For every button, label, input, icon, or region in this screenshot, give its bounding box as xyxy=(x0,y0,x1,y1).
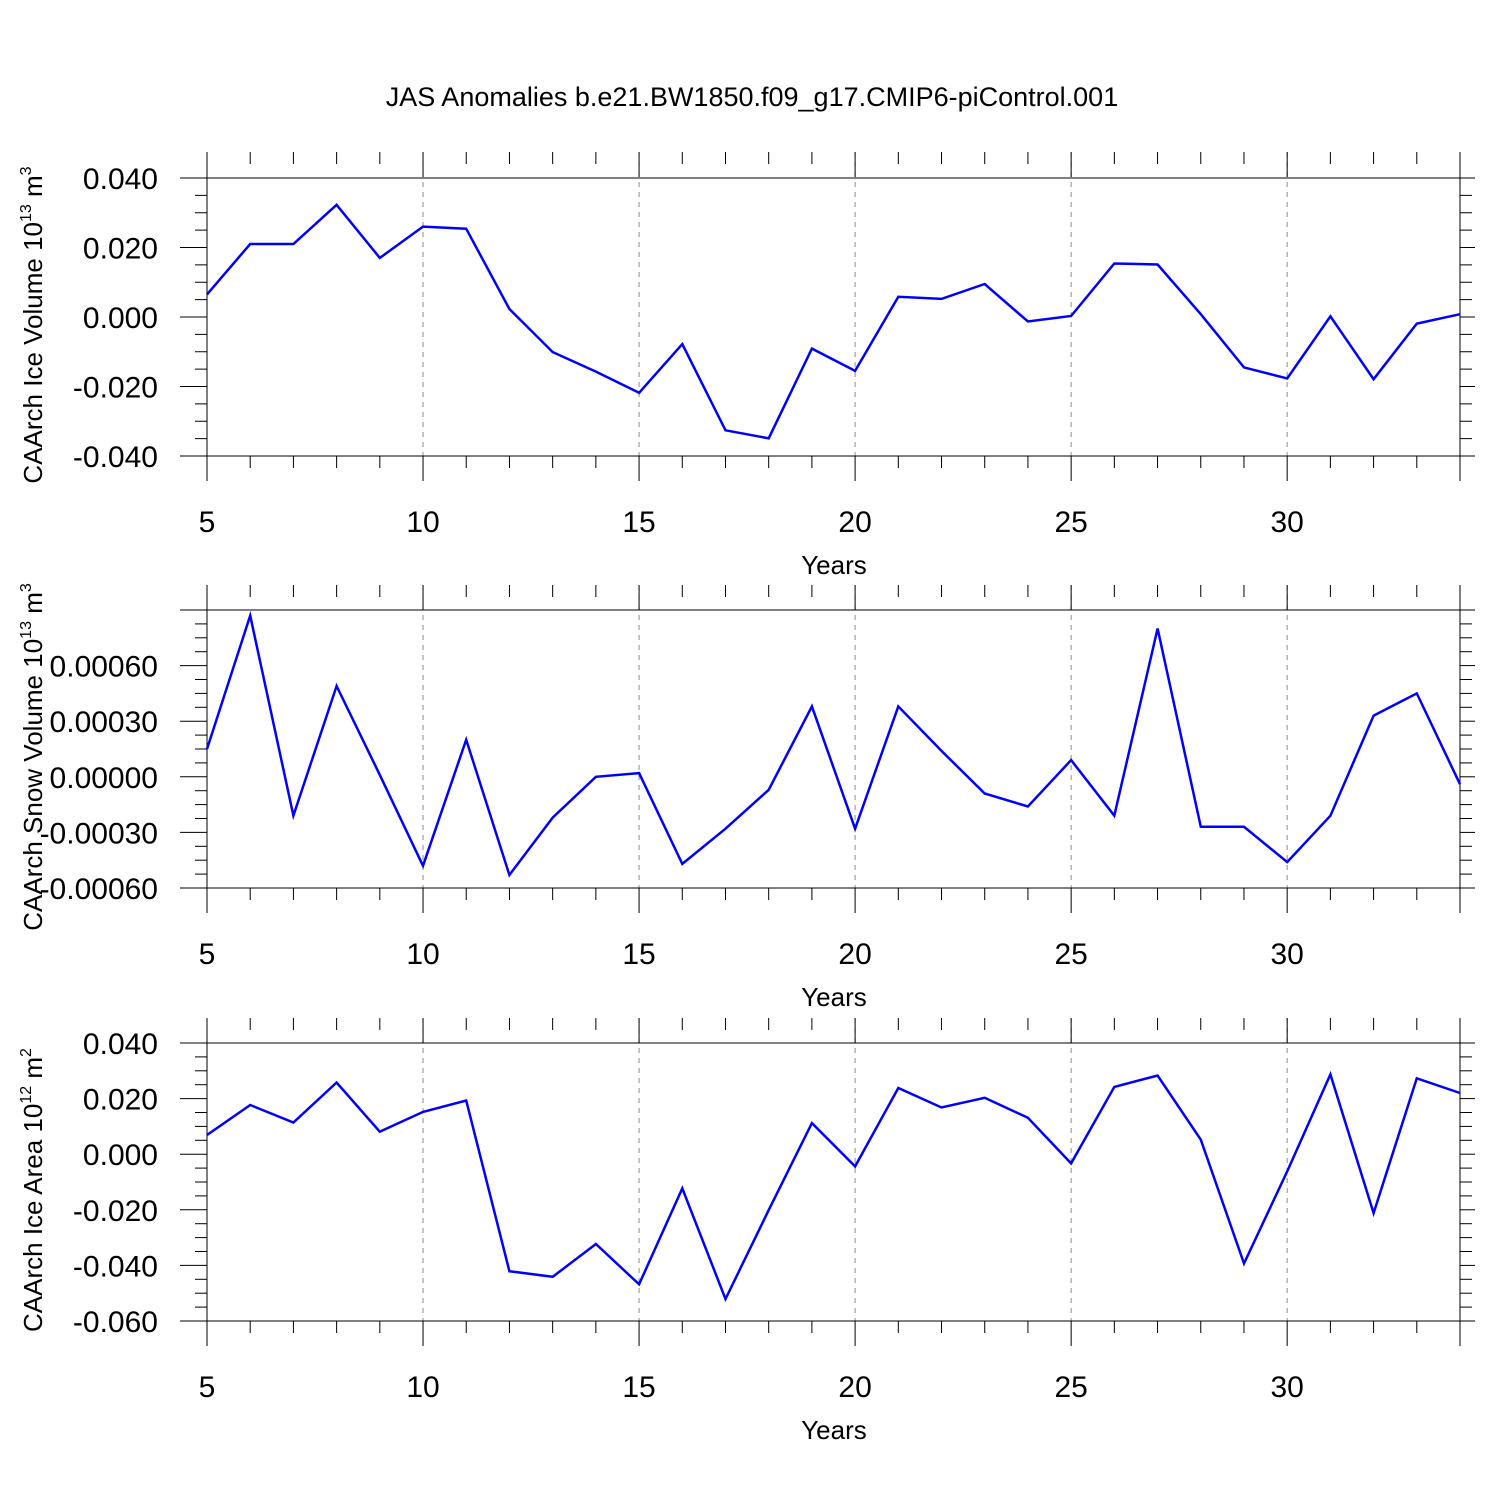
y-axis-label-exp: 13 xyxy=(18,621,35,639)
y-axis-label-unit: m xyxy=(18,592,48,621)
y-axis-label-exp: 13 xyxy=(18,204,35,222)
y-axis-label-unit-exp: 3 xyxy=(18,166,35,175)
x-tick-label: 10 xyxy=(406,1371,439,1404)
y-axis-label-unit: m xyxy=(18,175,48,204)
x-tick-label: 15 xyxy=(622,506,655,539)
y-axis-label: CAArch Ice Area 1012 m2 xyxy=(18,1048,48,1332)
y-axis-label: CAArch Snow Volume 1013 m3 xyxy=(18,583,48,931)
y-axis-label-unit-exp: 2 xyxy=(18,1048,35,1057)
y-tick-label: 0.040 xyxy=(83,163,158,196)
y-tick-label: 0.000 xyxy=(83,1139,158,1172)
y-tick-label: -0.00060 xyxy=(40,873,158,906)
y-tick-label: 0.040 xyxy=(83,1028,158,1061)
y-tick-label: 0.020 xyxy=(83,233,158,266)
y-tick-label: -0.060 xyxy=(73,1306,158,1339)
series-line xyxy=(206,1070,1461,1303)
x-tick-label: 30 xyxy=(1270,1371,1303,1404)
x-tick-label: 5 xyxy=(199,1371,216,1404)
x-tick-label: 10 xyxy=(406,938,439,971)
y-tick-label: -0.020 xyxy=(73,1195,158,1228)
x-tick-label: 30 xyxy=(1270,506,1303,539)
y-tick-label: 0.00060 xyxy=(50,651,158,684)
y-tick-label: -0.040 xyxy=(73,441,158,474)
x-tick-label: 15 xyxy=(622,938,655,971)
y-tick-label: 0.00030 xyxy=(50,706,158,739)
x-tick-label: 20 xyxy=(838,506,871,539)
y-axis-label-main: CAArch Ice Volume 10 xyxy=(18,222,48,484)
y-axis-label-main: CAArch Ice Area 10 xyxy=(18,1104,48,1332)
y-axis-label-unit: m xyxy=(18,1057,48,1086)
x-tick-label: 15 xyxy=(622,1371,655,1404)
chart-panel-ice-volume: -0.040 -0.020 0.000 0.020 0.040 5 10 15 20 25 30 Ye… xyxy=(18,152,1475,580)
y-tick-label: 0.000 xyxy=(83,302,158,335)
x-tick-label: 25 xyxy=(1054,506,1087,539)
y-axis-label: CAArch Ice Volume 1013 m3 xyxy=(18,166,48,483)
y-tick-label: -0.040 xyxy=(73,1250,158,1283)
x-tick-label: 5 xyxy=(199,506,216,539)
chart-panel-snow-volume: -0.00060 -0.00030 0.00000 0.00030 0.00060 5 10… xyxy=(18,583,1475,1012)
chart-panel-ice-area: -0.060 -0.040 -0.020 0.000 0.020 0.040 5 10 15 20… xyxy=(18,1018,1475,1445)
x-tick-label: 20 xyxy=(838,1371,871,1404)
y-tick-label: 0.020 xyxy=(83,1084,158,1117)
y-axis-label-exp: 12 xyxy=(18,1086,35,1104)
x-axis-label: Years xyxy=(801,1415,867,1445)
x-tick-label: 25 xyxy=(1054,938,1087,971)
x-tick-label: 25 xyxy=(1054,1371,1087,1404)
y-axis-label-unit-exp: 3 xyxy=(18,583,35,592)
series-line xyxy=(206,202,1461,440)
y-axis-label-main: CAArch Snow Volume 10 xyxy=(18,639,48,931)
chart-title: JAS Anomalies b.e21.BW1850.f09_g17.CMIP6… xyxy=(386,82,1118,112)
x-axis-label: Years xyxy=(801,550,867,580)
series-line xyxy=(205,610,1462,878)
x-tick-label: 20 xyxy=(838,938,871,971)
y-tick-label: 0.00000 xyxy=(50,762,158,795)
x-axis-label: Years xyxy=(801,982,867,1012)
x-tick-label: 30 xyxy=(1270,938,1303,971)
y-tick-label: -0.00030 xyxy=(40,817,158,850)
x-tick-label: 10 xyxy=(406,506,439,539)
x-tick-label: 5 xyxy=(199,938,216,971)
y-tick-label: -0.020 xyxy=(73,372,158,405)
